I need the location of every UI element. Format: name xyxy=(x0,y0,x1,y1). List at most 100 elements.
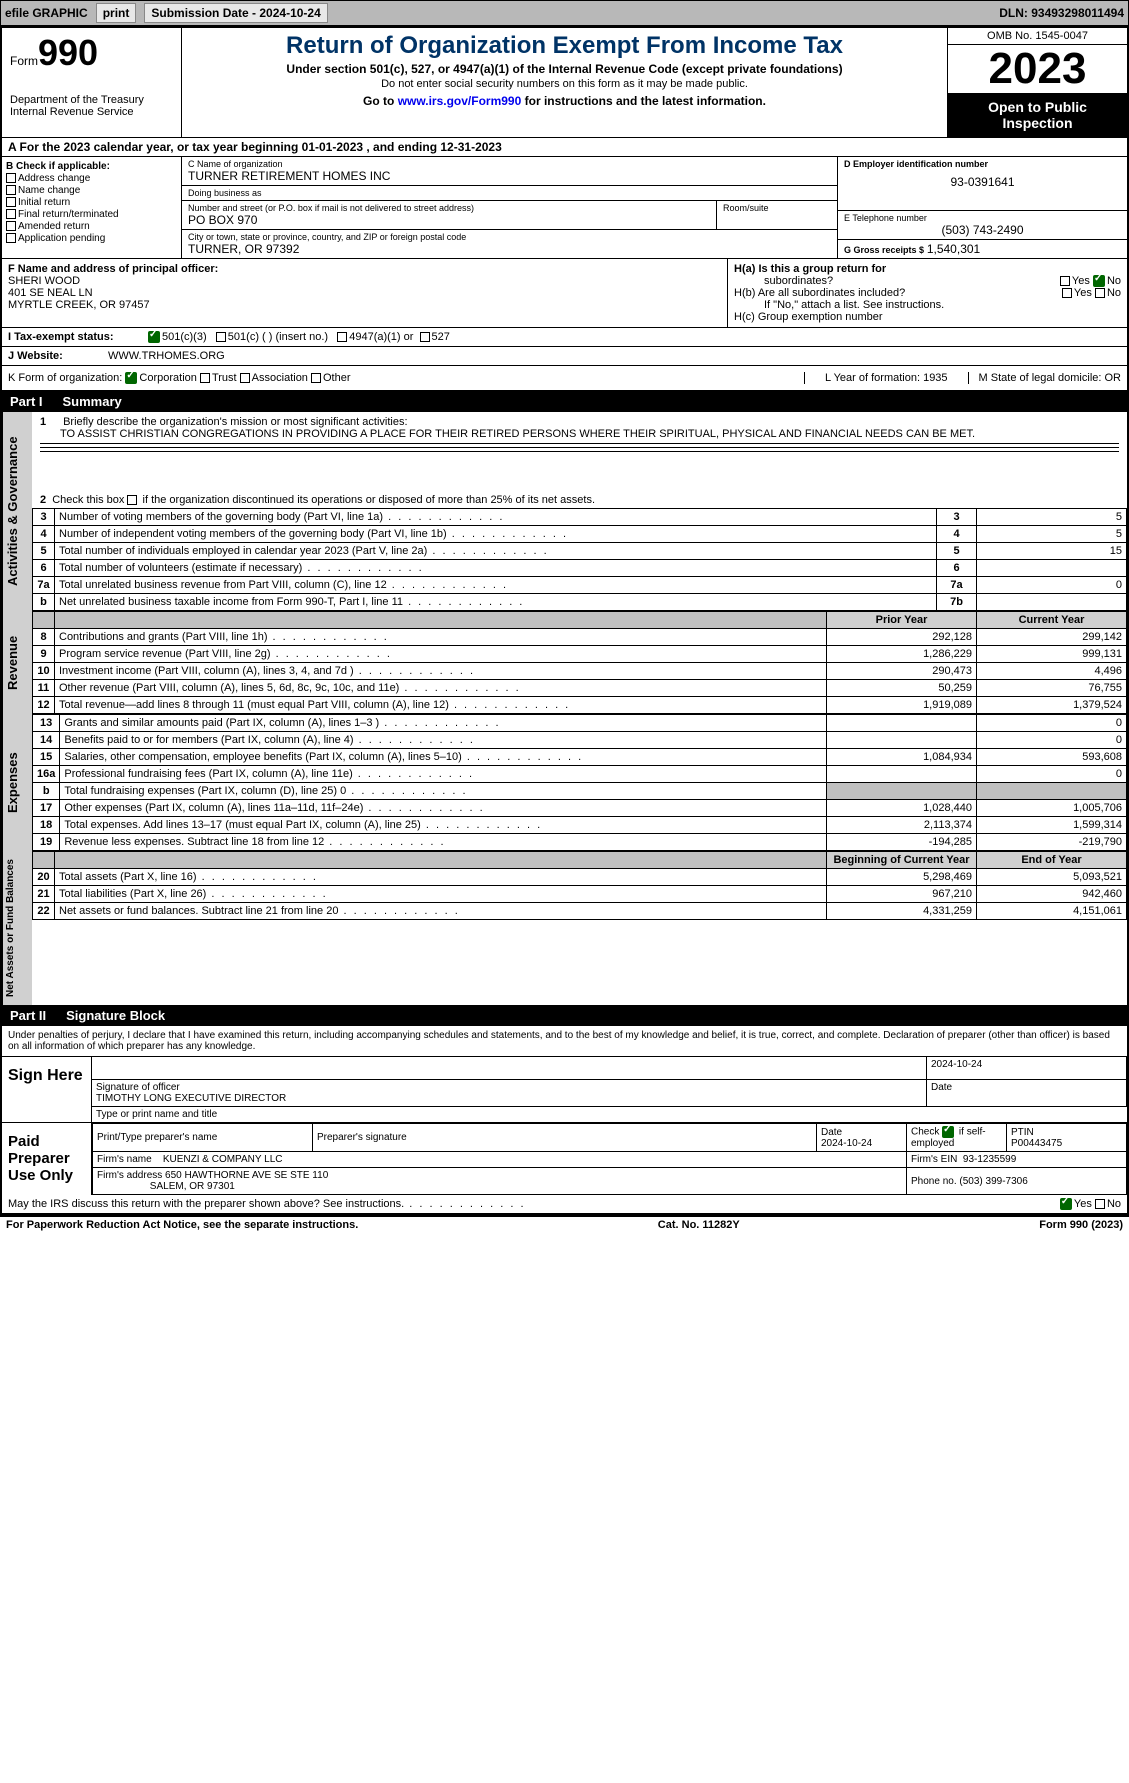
line-num: 9 xyxy=(33,646,55,663)
row-a: A For the 2023 calendar year, or tax yea… xyxy=(2,138,1127,157)
sig-date: 2024-10-24 xyxy=(927,1057,1127,1079)
revenue-section: Revenue Prior YearCurrent Year 8Contribu… xyxy=(2,611,1127,714)
line-val xyxy=(977,594,1127,611)
sig-date-lbl: Date xyxy=(927,1080,1127,1106)
prior-val xyxy=(827,732,977,749)
gross-value: 1,540,301 xyxy=(927,242,980,256)
line2: 2 Check this box if the organization dis… xyxy=(32,492,1127,508)
line-box: 7b xyxy=(937,594,977,611)
line-num: 17 xyxy=(33,800,60,817)
line-val: 15 xyxy=(977,543,1127,560)
mission-text: TO ASSIST CHRISTIAN CONGREGATIONS IN PRO… xyxy=(40,428,1119,440)
l-year: L Year of formation: 1935 xyxy=(804,372,968,384)
chk-initial[interactable]: Initial return xyxy=(6,197,177,208)
row-klm: K Form of organization: Corporation Trus… xyxy=(2,366,1127,391)
line-box: 5 xyxy=(937,543,977,560)
print-button[interactable]: print xyxy=(96,3,137,23)
line-desc: Revenue less expenses. Subtract line 18 … xyxy=(60,834,827,851)
room-cell: Room/suite xyxy=(717,201,837,230)
submission-date: Submission Date - 2024-10-24 xyxy=(144,3,327,23)
row-fh: F Name and address of principal officer:… xyxy=(2,259,1127,328)
chk-name[interactable]: Name change xyxy=(6,185,177,196)
col-b: B Check if applicable: Address change Na… xyxy=(2,157,182,258)
prior-val: 290,473 xyxy=(827,663,977,680)
hc-line: H(c) Group exemption number xyxy=(734,311,1121,323)
expenses-section: Expenses 13Grants and similar amounts pa… xyxy=(2,714,1127,851)
i-501c3-check xyxy=(148,331,160,343)
end-val: 4,151,061 xyxy=(977,903,1127,920)
website-value[interactable]: WWW.TRHOMES.ORG xyxy=(108,350,225,362)
page-footer: For Paperwork Reduction Act Notice, see … xyxy=(0,1217,1129,1233)
line-num: 4 xyxy=(33,526,55,543)
beg-val: 967,210 xyxy=(827,886,977,903)
line-desc: Salaries, other compensation, employee b… xyxy=(60,749,827,766)
netassets-section: Net Assets or Fund Balances Beginning of… xyxy=(2,851,1127,1005)
chk-amended[interactable]: Amended return xyxy=(6,221,177,232)
line-num: 18 xyxy=(33,817,60,834)
f-label: F Name and address of principal officer: xyxy=(8,263,721,275)
beg-val: 5,298,469 xyxy=(827,869,977,886)
line-num: 15 xyxy=(33,749,60,766)
j-label: J Website: xyxy=(8,350,108,362)
ein-cell: D Employer identification number 93-0391… xyxy=(838,157,1127,211)
prep-name-lbl: Print/Type preparer's name xyxy=(93,1124,313,1152)
line-num: 10 xyxy=(33,663,55,680)
discuss-yes xyxy=(1060,1198,1072,1210)
addr-label: Number and street (or P.O. box if mail i… xyxy=(188,203,710,213)
line-num: 16a xyxy=(33,766,60,783)
irs-link[interactable]: www.irs.gov/Form990 xyxy=(398,94,522,108)
row-j: J Website: WWW.TRHOMES.ORG xyxy=(2,347,1127,366)
end-val: 942,460 xyxy=(977,886,1127,903)
current-val: -219,790 xyxy=(977,834,1127,851)
footer-right: Form 990 (2023) xyxy=(1039,1219,1123,1231)
efile-label: efile GRAPHIC xyxy=(5,6,88,20)
discuss-row: May the IRS discuss this return with the… xyxy=(2,1195,1127,1215)
line-desc: Benefits paid to or for members (Part IX… xyxy=(60,732,827,749)
prior-val xyxy=(827,783,977,800)
subtitle: Under section 501(c), 527, or 4947(a)(1)… xyxy=(186,62,943,76)
addr-value: PO BOX 970 xyxy=(188,213,710,227)
col-c: C Name of organization TURNER RETIREMENT… xyxy=(182,157,837,258)
prior-val: 1,084,934 xyxy=(827,749,977,766)
b-label: B Check if applicable: xyxy=(6,161,177,172)
dln-label: DLN: 93493298011494 xyxy=(999,6,1124,20)
line-desc: Total liabilities (Part X, line 26) xyxy=(55,886,827,903)
line-val xyxy=(977,560,1127,577)
chk-address[interactable]: Address change xyxy=(6,173,177,184)
revenue-table: Prior YearCurrent Year 8Contributions an… xyxy=(32,611,1127,714)
line-num: 22 xyxy=(33,903,55,920)
org-name: TURNER RETIREMENT HOMES INC xyxy=(188,169,831,183)
officer-addr1: 401 SE NEAL LN xyxy=(8,287,721,299)
netassets-table: Beginning of Current YearEnd of Year 20T… xyxy=(32,851,1127,920)
current-val: 0 xyxy=(977,732,1127,749)
line-box: 4 xyxy=(937,526,977,543)
prior-val: 292,128 xyxy=(827,629,977,646)
chk-pending[interactable]: Application pending xyxy=(6,233,177,244)
open-inspection: Open to Public Inspection xyxy=(948,93,1127,137)
current-val: 1,599,314 xyxy=(977,817,1127,834)
line-num: 12 xyxy=(33,697,55,714)
ein-value: 93-0391641 xyxy=(844,175,1121,189)
tax-year: 2023 xyxy=(948,45,1127,93)
discuss-text: May the IRS discuss this return with the… xyxy=(8,1198,526,1210)
line-box: 3 xyxy=(937,509,977,526)
goto-line: Go to www.irs.gov/Form990 for instructio… xyxy=(186,94,943,108)
line-num: 20 xyxy=(33,869,55,886)
k-corp-check xyxy=(125,372,137,384)
current-val: 0 xyxy=(977,715,1127,732)
prior-val: -194,285 xyxy=(827,834,977,851)
c-name-label: C Name of organization xyxy=(188,159,831,169)
addr-cell: Number and street (or P.O. box if mail i… xyxy=(182,201,717,230)
row-i: I Tax-exempt status: 501(c)(3) 501(c) ( … xyxy=(2,328,1127,347)
ha-sub: subordinates? xyxy=(734,275,833,287)
line-box: 6 xyxy=(937,560,977,577)
sig-officer: Signature of officer TIMOTHY LONG EXECUT… xyxy=(92,1080,927,1106)
line-desc: Total expenses. Add lines 13–17 (must eq… xyxy=(60,817,827,834)
line-desc: Number of voting members of the governin… xyxy=(55,509,937,526)
end-val: 5,093,521 xyxy=(977,869,1127,886)
paid-table: Print/Type preparer's name Preparer's si… xyxy=(92,1123,1127,1195)
gross-label: G Gross receipts $ xyxy=(844,245,924,255)
line-desc: Total unrelated business revenue from Pa… xyxy=(55,577,937,594)
line-val: 5 xyxy=(977,509,1127,526)
chk-final[interactable]: Final return/terminated xyxy=(6,209,177,220)
